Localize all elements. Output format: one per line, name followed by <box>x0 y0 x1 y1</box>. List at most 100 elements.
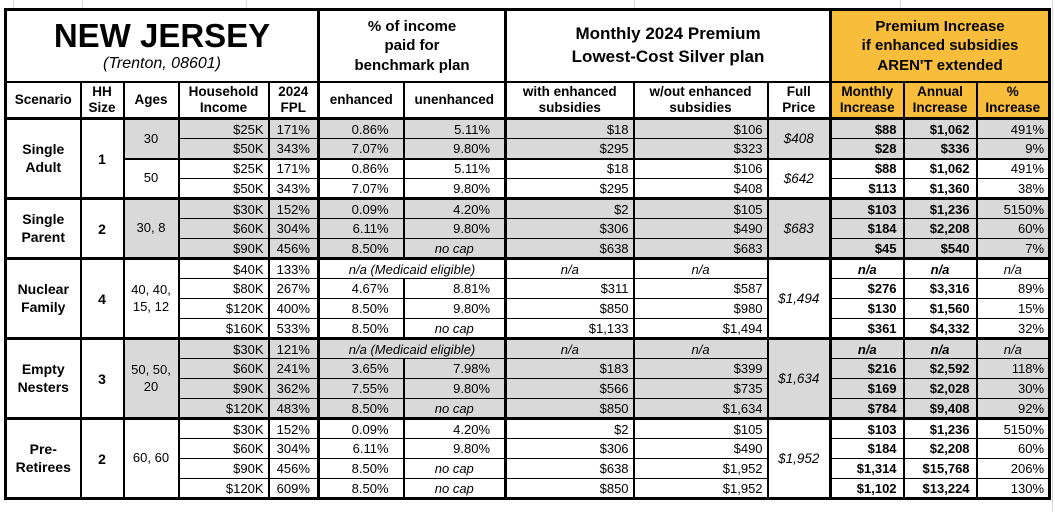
fpl-cell: 152% <box>267 417 320 439</box>
income-cell: $60K <box>177 438 270 459</box>
pct-increase-cell: 5150% <box>975 417 1051 439</box>
with-enhanced-cell: $306 <box>504 438 635 459</box>
income-cell: $80K <box>177 278 270 299</box>
unenhanced-cell: 7.98% <box>402 358 507 379</box>
col-header-annual-increase: Annual Increase <box>902 81 978 120</box>
medicaid-cell: n/a (Medicaid eligible) <box>317 257 507 279</box>
premium-group-header: Monthly 2024 Premium Lowest-Cost Silver … <box>504 9 832 83</box>
table-row: $50K 343% 7.07% 9.80% $295 $408 $113 $1,… <box>6 178 1051 199</box>
enhanced-cell: 6.11% <box>317 438 405 459</box>
wout-enhanced-cell: $735 <box>632 378 769 399</box>
full-price-cell: $1,494 <box>766 257 832 339</box>
fpl-cell: 304% <box>267 438 320 459</box>
hh-size-cell: 2 <box>79 417 125 499</box>
fpl-cell: 121% <box>267 337 320 359</box>
annual-increase-cell: $1,236 <box>902 417 978 439</box>
wout-enhanced-cell: $408 <box>632 178 769 199</box>
unenhanced-cell: no cap <box>402 238 507 259</box>
unenhanced-cell: no cap <box>402 318 507 339</box>
monthly-increase-cell: $216 <box>829 358 905 379</box>
income-cell: $120K <box>177 478 270 499</box>
income-cell: $60K <box>177 218 270 239</box>
income-cell: $30K <box>177 337 270 359</box>
state-title: NEW JERSEY <box>53 17 271 54</box>
income-cell: $50K <box>177 138 270 159</box>
enhanced-cell: 8.50% <box>317 298 405 319</box>
monthly-increase-cell: $361 <box>829 318 905 339</box>
with-enhanced-cell: $295 <box>504 138 635 159</box>
pct-increase-cell: 15% <box>975 298 1051 319</box>
unenhanced-cell: 5.11% <box>402 157 507 179</box>
fpl-cell: 343% <box>267 178 320 199</box>
scenario-cell: Nuclear Family <box>4 257 82 339</box>
hh-size-cell: 3 <box>79 337 125 419</box>
monthly-increase-cell: $113 <box>829 178 905 199</box>
annual-increase-cell: $2,208 <box>902 218 978 239</box>
full-price-cell: $683 <box>766 197 832 259</box>
wout-enhanced-cell: $683 <box>632 238 769 259</box>
table-title: NEW JERSEY (Trenton, 08601) <box>4 9 320 83</box>
scenario-cell: Pre- Retirees <box>4 417 82 499</box>
col-header-household-income: Household Income <box>177 81 270 120</box>
fpl-cell: 133% <box>267 257 320 279</box>
annual-increase-cell: $13,224 <box>902 478 978 499</box>
enhanced-cell: 6.11% <box>317 218 405 239</box>
income-cell: $120K <box>177 298 270 319</box>
pct-increase-cell: 60% <box>975 438 1051 459</box>
monthly-increase-cell: $103 <box>829 197 905 219</box>
wout-enhanced-cell: $1,952 <box>632 478 769 499</box>
hh-size-cell: 1 <box>79 117 125 199</box>
table-row: $120K 483% 8.50% no cap $850 $1,634 $784… <box>6 398 1051 419</box>
income-cell: $25K <box>177 157 270 179</box>
monthly-increase-cell: $1,314 <box>829 458 905 479</box>
monthly-increase-cell: $88 <box>829 117 905 139</box>
enhanced-cell: 7.55% <box>317 378 405 399</box>
annual-increase-cell: $336 <box>902 138 978 159</box>
monthly-increase-cell: $45 <box>829 238 905 259</box>
pct-increase-cell: 491% <box>975 117 1051 139</box>
wout-enhanced-cell: $980 <box>632 298 769 319</box>
wout-enhanced-cell: $106 <box>632 157 769 179</box>
annual-increase-cell: $2,592 <box>902 358 978 379</box>
table-row: $60K 241% 3.65% 7.98% $183 $399 $216 $2,… <box>6 358 1051 379</box>
ages-cell: 50, 50, 20 <box>122 337 180 419</box>
annual-increase-cell: $3,316 <box>902 278 978 299</box>
ages-cell: 60, 60 <box>122 417 180 499</box>
with-enhanced-cell: $295 <box>504 178 635 199</box>
income-cell: $40K <box>177 257 270 279</box>
with-enhanced-cell: $1,133 <box>504 318 635 339</box>
pct-increase-cell: n/a <box>975 257 1051 279</box>
increase-group-header: Premium Increase if enhanced subsidies A… <box>829 9 1051 83</box>
monthly-increase-cell: n/a <box>829 337 905 359</box>
with-enhanced-cell: $850 <box>504 398 635 419</box>
with-enhanced-cell: $311 <box>504 278 635 299</box>
wout-enhanced-cell: $1,952 <box>632 458 769 479</box>
wout-enhanced-cell: $490 <box>632 438 769 459</box>
enhanced-cell: 8.50% <box>317 398 405 419</box>
wout-enhanced-cell: n/a <box>632 337 769 359</box>
fpl-cell: 171% <box>267 157 320 179</box>
unenhanced-cell: no cap <box>402 398 507 419</box>
ages-cell: 40, 40, 15, 12 <box>122 257 180 339</box>
col-header-hh-size: HH Size <box>79 81 125 120</box>
annual-increase-cell: $2,028 <box>902 378 978 399</box>
income-cell: $30K <box>177 417 270 439</box>
sheet-gridline <box>1052 0 1053 512</box>
with-enhanced-cell: $2 <box>504 197 635 219</box>
table-row: Pre- Retirees 2 60, 60 $30K 152% 0.09% 4… <box>4 417 1051 499</box>
income-cell: $90K <box>177 378 270 399</box>
pct-increase-cell: 89% <box>975 278 1051 299</box>
monthly-increase-cell: $130 <box>829 298 905 319</box>
pct-increase-cell: 9% <box>975 138 1051 159</box>
monthly-increase-cell: $28 <box>829 138 905 159</box>
enhanced-cell: 7.07% <box>317 178 405 199</box>
unenhanced-cell: 9.80% <box>402 138 507 159</box>
unenhanced-cell: 4.20% <box>402 197 507 219</box>
fpl-cell: 362% <box>267 378 320 399</box>
pct-income-group-header: % of income paid for benchmark plan <box>317 9 507 83</box>
annual-increase-cell: $1,062 <box>902 117 978 139</box>
unenhanced-cell: 9.80% <box>402 178 507 199</box>
enhanced-cell: 0.09% <box>317 417 405 439</box>
hh-size-cell: 4 <box>79 257 125 339</box>
enhanced-cell: 8.50% <box>317 478 405 499</box>
